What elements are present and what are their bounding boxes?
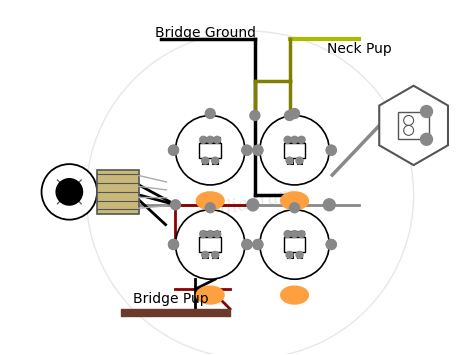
Circle shape <box>42 164 97 220</box>
Bar <box>292 231 298 236</box>
Bar <box>199 237 221 252</box>
Bar <box>292 137 298 142</box>
Bar <box>214 231 220 236</box>
Ellipse shape <box>281 192 309 210</box>
Circle shape <box>323 199 335 211</box>
Circle shape <box>298 231 305 237</box>
Circle shape <box>205 203 215 213</box>
Circle shape <box>207 136 214 143</box>
Circle shape <box>326 240 336 250</box>
Circle shape <box>404 125 414 135</box>
Circle shape <box>200 231 207 237</box>
Bar <box>284 231 291 236</box>
Bar <box>201 231 206 236</box>
Circle shape <box>205 109 215 119</box>
Bar <box>297 253 302 258</box>
Circle shape <box>250 110 260 120</box>
Circle shape <box>298 136 305 143</box>
Bar <box>284 137 291 142</box>
Text: Bridge Ground: Bridge Ground <box>155 26 256 40</box>
Circle shape <box>212 251 219 258</box>
Circle shape <box>326 145 336 155</box>
Circle shape <box>253 145 263 155</box>
Bar <box>202 159 208 164</box>
Bar <box>299 231 304 236</box>
Bar <box>299 137 304 142</box>
Circle shape <box>242 240 252 250</box>
Bar <box>201 137 206 142</box>
Circle shape <box>207 231 214 237</box>
Circle shape <box>291 136 298 143</box>
Circle shape <box>260 210 329 279</box>
Circle shape <box>253 240 263 250</box>
Bar <box>97 170 139 214</box>
Circle shape <box>404 115 414 125</box>
Bar <box>214 137 220 142</box>
Circle shape <box>242 240 252 250</box>
Circle shape <box>169 240 179 250</box>
Circle shape <box>169 145 179 155</box>
Circle shape <box>214 231 220 237</box>
Circle shape <box>212 157 219 164</box>
Bar <box>297 159 302 164</box>
Bar <box>287 253 292 258</box>
Bar <box>199 143 221 158</box>
Bar <box>207 137 213 142</box>
Bar <box>398 111 429 139</box>
Ellipse shape <box>196 192 224 210</box>
Bar <box>121 309 230 316</box>
Bar <box>287 159 292 164</box>
Bar <box>212 253 218 258</box>
Circle shape <box>260 115 329 185</box>
Circle shape <box>420 133 432 145</box>
Circle shape <box>169 240 179 250</box>
Circle shape <box>296 157 303 164</box>
Circle shape <box>175 210 245 279</box>
Circle shape <box>291 231 298 237</box>
Circle shape <box>326 240 336 250</box>
Circle shape <box>286 251 293 258</box>
Circle shape <box>200 136 207 143</box>
Polygon shape <box>379 86 448 165</box>
Bar <box>202 253 208 258</box>
Text: Neck Pup: Neck Pup <box>327 42 392 56</box>
Circle shape <box>175 115 245 185</box>
Circle shape <box>242 145 252 155</box>
Circle shape <box>253 145 263 155</box>
Circle shape <box>171 200 181 210</box>
Bar <box>283 237 305 252</box>
Bar <box>212 159 218 164</box>
Circle shape <box>55 178 83 206</box>
Circle shape <box>242 145 252 155</box>
Circle shape <box>296 251 303 258</box>
Circle shape <box>284 136 291 143</box>
Text: Bridge Pup: Bridge Pup <box>133 292 209 306</box>
Circle shape <box>284 110 294 120</box>
Text: mydiagram: mydiagram <box>192 185 297 224</box>
Circle shape <box>326 145 336 155</box>
Ellipse shape <box>196 286 224 304</box>
Ellipse shape <box>281 286 309 304</box>
Circle shape <box>214 136 220 143</box>
Circle shape <box>290 203 300 213</box>
Circle shape <box>247 199 259 211</box>
Circle shape <box>202 157 209 164</box>
Circle shape <box>284 231 291 237</box>
Circle shape <box>286 157 293 164</box>
Circle shape <box>169 145 179 155</box>
Bar <box>207 231 213 236</box>
Circle shape <box>253 240 263 250</box>
Bar <box>283 143 305 158</box>
Circle shape <box>420 105 432 118</box>
Circle shape <box>290 109 300 119</box>
Circle shape <box>202 251 209 258</box>
